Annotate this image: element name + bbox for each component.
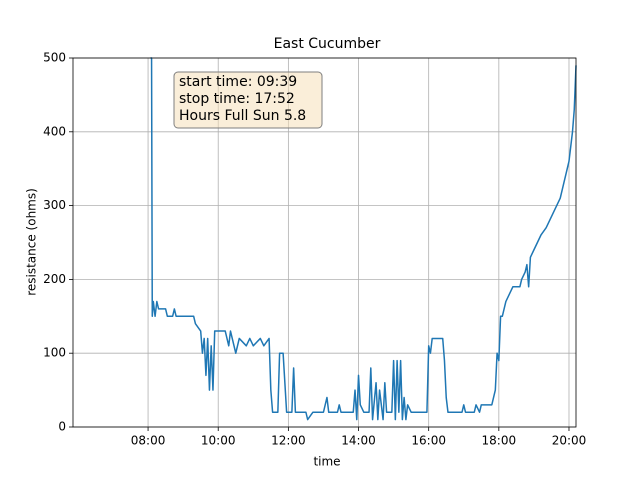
x-tick-label: 12:00 [271, 434, 306, 448]
x-tick-label: 08:00 [131, 434, 166, 448]
x-axis-label: time [313, 455, 340, 469]
annotation-text: Hours Full Sun 5.8 [179, 108, 306, 124]
x-tick-label: 10:00 [201, 434, 236, 448]
annotation-text: stop time: 17:52 [179, 91, 295, 107]
plot-frame [72, 57, 577, 428]
y-axis-label: resistance (ohms) [25, 188, 39, 296]
x-tick-label: 18:00 [482, 434, 517, 448]
x-tick-label: 16:00 [411, 434, 446, 448]
annotation-box [173, 71, 323, 129]
chart-title: East Cucumber [274, 36, 381, 52]
y-tick-label: 100 [43, 346, 66, 360]
annotation-text: start time: 09:39 [179, 74, 297, 90]
y-tick-label: 400 [43, 124, 66, 138]
data-line [150, 57, 577, 421]
x-tick-label: 14:00 [341, 434, 376, 448]
y-tick-label: 0 [58, 420, 66, 434]
x-tick-label: 20:00 [552, 434, 587, 448]
y-tick-label: 500 [43, 51, 66, 65]
y-tick-label: 200 [43, 272, 66, 286]
y-tick-label: 300 [43, 198, 66, 212]
